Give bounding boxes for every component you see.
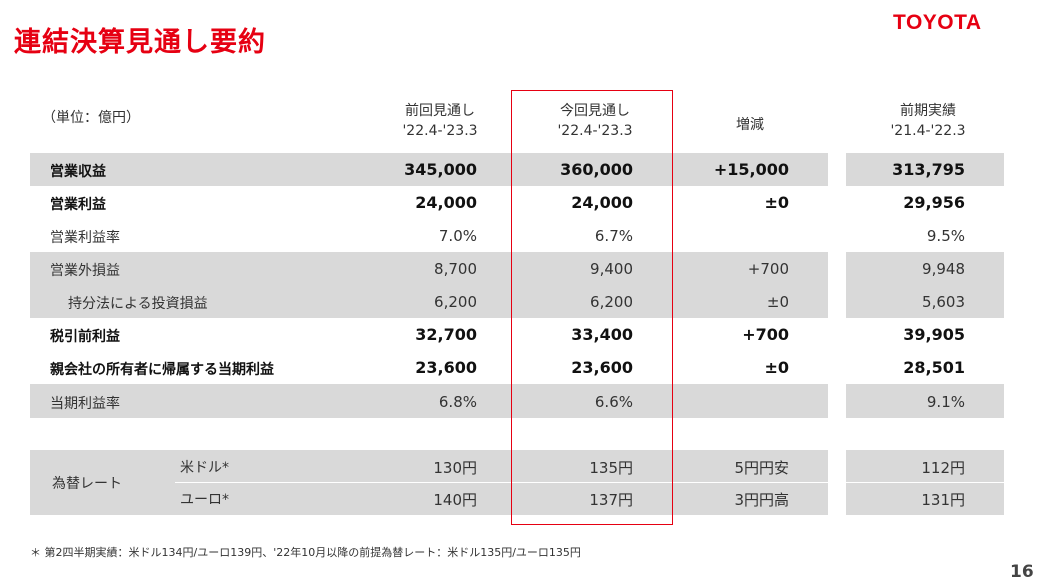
cell-nonop-prev: 8,700 (434, 260, 477, 278)
row-label-nonop: 営業外損益 (50, 263, 120, 279)
row-label-op-income: 営業利益 (50, 197, 106, 213)
cell-opincome-curr: 24,000 (571, 193, 633, 212)
cell-netmargin-curr: 6.6% (594, 393, 633, 411)
cell-revenue-prev: 345,000 (404, 160, 477, 179)
cell-opincome-last: 29,956 (903, 193, 965, 212)
fx-usd-last: 112円 (921, 459, 965, 477)
fx-usd-curr: 135円 (589, 459, 633, 477)
shade-row-revenue-last (846, 153, 1004, 186)
fx-eur-prev: 140円 (433, 491, 477, 509)
fx-label: 為替レート (52, 476, 122, 492)
cell-opincome-prev: 24,000 (415, 193, 477, 212)
cell-nonop-curr: 9,400 (590, 260, 633, 278)
fx-divider-last (846, 482, 1004, 483)
cell-equity-curr: 6,200 (590, 293, 633, 311)
fx-currency-eur: ユーロ* (180, 492, 229, 508)
fx-usd-prev: 130円 (433, 459, 477, 477)
shade-row-nonop-last (846, 252, 1004, 318)
fx-usd-diff: 5円円安 (734, 459, 789, 477)
shade-row-netmargin-last (846, 384, 1004, 418)
cell-netincome-prev: 23,600 (415, 358, 477, 377)
cell-revenue-diff: +15,000 (713, 160, 789, 179)
row-label-pretax: 税引前利益 (50, 329, 120, 345)
footnote: ＊ 第2四半期実績：米ドル134円/ユーロ139円、'22年10月以降の前提為替… (30, 546, 581, 559)
cell-nonop-last: 9,948 (922, 260, 965, 278)
cell-revenue-curr: 360,000 (560, 160, 633, 179)
header-change: 増減 (736, 117, 764, 133)
header-curr-forecast: 今回見通し '22.4-'23.3 (557, 103, 633, 139)
cell-pretax-curr: 33,400 (571, 325, 633, 344)
row-label-net-margin: 当期利益率 (50, 396, 120, 412)
row-label-equity: 持分法による投資損益 (68, 296, 208, 312)
header-prev-forecast: 前回見通し '22.4-'23.3 (402, 103, 478, 139)
fx-divider (175, 482, 828, 483)
shade-row-nonop (30, 252, 828, 318)
cell-equity-diff: ±0 (766, 293, 789, 311)
cell-equity-last: 5,603 (922, 293, 965, 311)
header-last-year: 前期実績 '21.4-'22.3 (890, 103, 966, 139)
shade-row-netmargin (30, 384, 828, 418)
cell-netmargin-prev: 6.8% (438, 393, 477, 411)
cell-pretax-prev: 32,700 (415, 325, 477, 344)
row-label-op-margin: 営業利益率 (50, 230, 120, 246)
fx-currency-usd: 米ドル* (180, 460, 229, 476)
shade-row-revenue (30, 153, 828, 186)
cell-opmargin-prev: 7.0% (438, 227, 477, 245)
row-label-revenue: 営業収益 (50, 164, 106, 180)
cell-opmargin-last: 9.5% (926, 227, 965, 245)
row-label-net-income: 親会社の所有者に帰属する当期利益 (50, 362, 274, 378)
cell-revenue-last: 313,795 (892, 160, 965, 179)
cell-netmargin-last: 9.1% (926, 393, 965, 411)
unit-label: （単位：億円） (42, 110, 140, 126)
cell-equity-prev: 6,200 (434, 293, 477, 311)
fx-eur-last: 131円 (921, 491, 965, 509)
cell-netincome-curr: 23,600 (571, 358, 633, 377)
fx-eur-diff: 3円円高 (734, 491, 789, 509)
cell-pretax-last: 39,905 (903, 325, 965, 344)
cell-opincome-diff: ±0 (764, 193, 789, 212)
cell-nonop-diff: +700 (747, 260, 789, 278)
page-title: 連結決算見通し要約 (14, 27, 266, 58)
fx-eur-curr: 137円 (589, 491, 633, 509)
cell-netincome-last: 28,501 (903, 358, 965, 377)
cell-opmargin-curr: 6.7% (594, 227, 633, 245)
cell-netincome-diff: ±0 (764, 358, 789, 377)
page-number: 16 (1010, 562, 1034, 582)
cell-pretax-diff: +700 (742, 325, 789, 344)
toyota-logo: TOYOTA (893, 11, 982, 34)
current-forecast-highlight (511, 90, 673, 525)
